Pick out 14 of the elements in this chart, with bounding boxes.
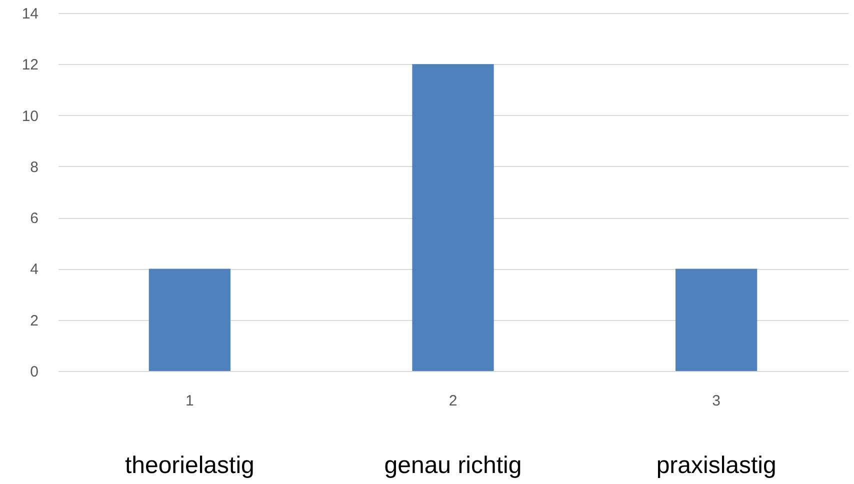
text: genau richtig — [384, 452, 522, 479]
y-tick-label: 4 — [30, 261, 38, 278]
y-tick-label: 14 — [22, 6, 38, 22]
y-tick-label: 2 — [30, 312, 38, 330]
y-tick-label: 0 — [30, 364, 38, 380]
y-tick-label: 10 — [22, 108, 38, 125]
x-tick-label: 2 — [448, 392, 458, 410]
y-tick-label: 12 — [22, 56, 38, 74]
x-tick-label: 3 — [712, 392, 721, 410]
text: praxislastig — [656, 452, 776, 479]
y-tick-label: 8 — [30, 158, 38, 176]
y-tick-label: 6 — [30, 210, 38, 228]
x-tick-label: 1 — [185, 392, 194, 410]
text: theorielastig — [124, 452, 254, 479]
